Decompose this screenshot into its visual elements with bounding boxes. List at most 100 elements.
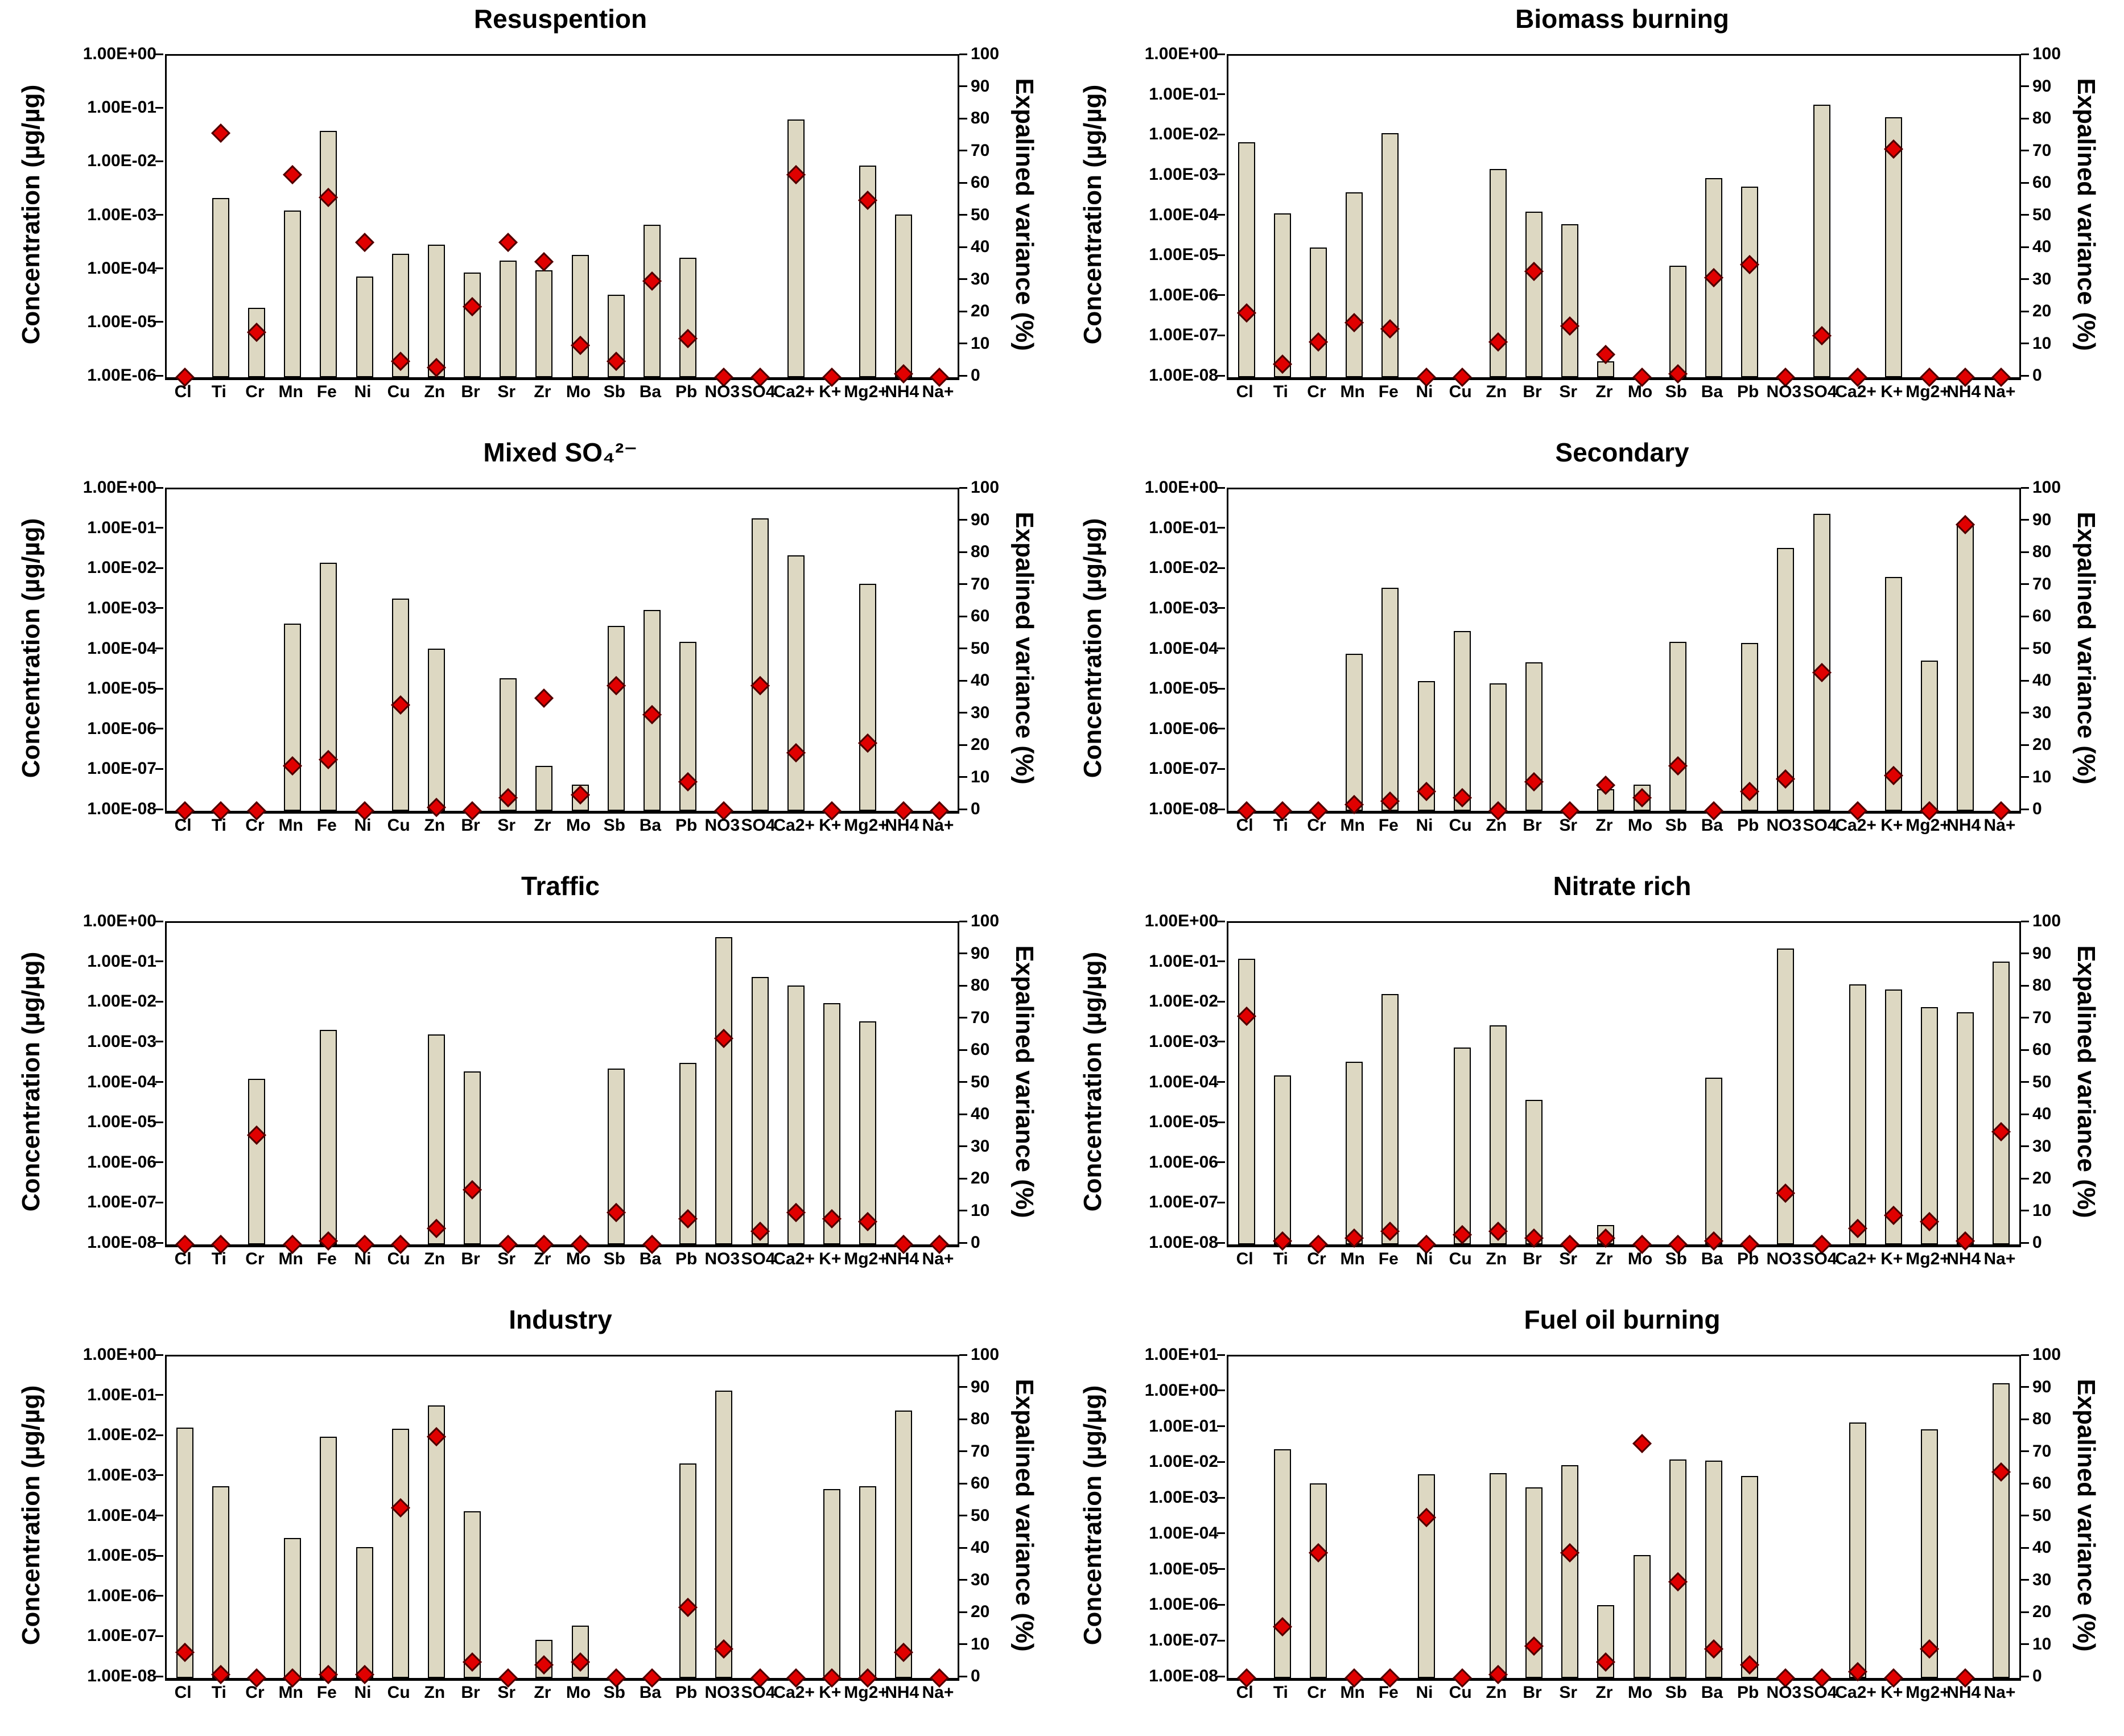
x-tick-label: Ti: [1273, 1683, 1288, 1702]
y-tick-left: [1217, 1081, 1225, 1083]
x-tick-label: Ca2+: [773, 382, 815, 401]
y-tick-left: [155, 1041, 163, 1043]
y-tick-right: [959, 679, 967, 682]
x-tick-label: Zr: [1595, 1250, 1613, 1268]
y-tick-right: [959, 615, 967, 617]
bar-mo: [571, 255, 589, 377]
x-tick-label: Cr: [245, 382, 265, 401]
x-tick-label: Ba: [1701, 816, 1723, 835]
y-tick-label-right: 20: [971, 1602, 990, 1621]
x-tick-label: Mo: [1627, 1683, 1653, 1702]
chart-panel-nitrate-rich: Nitrate rich Concentration (µg/µg) Expalin…: [1062, 867, 2123, 1301]
bar-ti: [1273, 1449, 1291, 1678]
y-tick-left: [155, 1081, 163, 1083]
x-tick-label: Sr: [1559, 816, 1578, 835]
y-tick-left: [155, 1201, 163, 1203]
bar-k: [823, 1003, 840, 1244]
x-tick-label: Ni: [1416, 382, 1433, 401]
bar-fe: [320, 130, 337, 377]
y-tick-label-left: 1.00E-06: [1149, 285, 1218, 304]
y-tick-right: [959, 1611, 967, 1613]
bar-so4: [1813, 513, 1830, 811]
x-tick-label: Mn: [1340, 382, 1365, 401]
variance-diamond-mo: [1632, 1433, 1652, 1453]
y-tick-label-left: 1.00E-02: [1149, 1452, 1218, 1471]
y-tick-label-left: 1.00E-06: [87, 1586, 156, 1605]
y-tick-left: [155, 160, 163, 162]
bar-fe: [1381, 133, 1399, 377]
y-tick-left: [155, 567, 163, 569]
x-tick-label: Br: [1523, 382, 1542, 401]
x-tick-label: Na+: [1983, 382, 2016, 401]
x-tick-label: Br: [1523, 816, 1542, 835]
y-tick-label-right: 50: [971, 1506, 990, 1525]
y-tick-label-right: 80: [971, 1409, 990, 1428]
y-tick-right: [959, 648, 967, 649]
y-tick-right: [959, 1515, 967, 1516]
y-tick-label-right: 80: [2032, 1409, 2052, 1428]
y-tick-label-left: 1.00E-01: [87, 98, 156, 117]
x-tick-label: NO3: [704, 382, 740, 401]
y-tick-label-right: 10: [2032, 333, 2052, 353]
y-tick-label-right: 60: [2032, 1474, 2052, 1492]
y-tick-left: [155, 486, 163, 489]
y-tick-left: [155, 527, 163, 529]
y-tick-left: [1217, 214, 1225, 216]
y-tick-label-left: 1.00E-08: [1149, 366, 1218, 385]
y-tick-right: [959, 182, 967, 184]
x-tick-label: Sb: [1665, 816, 1687, 835]
bar-ti: [1273, 213, 1291, 377]
y-tick-right: [959, 1242, 967, 1244]
chart-panel-industry: Industry Concentration (µg/µg) Expalined v…: [0, 1301, 1062, 1734]
plot-area: [165, 1355, 959, 1688]
y-tick-label-left: 1.00E-02: [1149, 558, 1218, 578]
y-tick-label-right: 20: [2032, 1602, 2052, 1621]
x-tick-label: Sr: [1559, 382, 1578, 401]
bar-zn: [1489, 1025, 1507, 1244]
bar-zn: [427, 648, 445, 811]
bar-sr: [1561, 1465, 1579, 1678]
y-tick-left: [1217, 1201, 1225, 1203]
bar-zn: [427, 1405, 445, 1678]
y-tick-right: [2021, 374, 2029, 377]
x-tick-label: NH4: [1946, 382, 1981, 401]
x-tick-label: Cr: [1307, 816, 1326, 835]
x-tick-label: Fe: [316, 382, 337, 401]
x-tick-label: Br: [461, 382, 480, 401]
x-tick-label: K+: [1880, 816, 1903, 835]
x-tick-label: Ni: [1416, 816, 1433, 835]
y-tick-right: [2021, 182, 2029, 184]
y-tick-left: [155, 1242, 163, 1244]
y-tick-left: [1217, 133, 1225, 135]
y-tick-right: [959, 343, 967, 344]
y-axis-title-left: Concentration (µg/µg): [1079, 1385, 1107, 1646]
y-tick-label-right: 70: [2032, 574, 2052, 593]
x-tick-label: Ca2+: [1835, 1683, 1876, 1702]
bar-mg2: [859, 1486, 877, 1678]
bar-zn: [1489, 1473, 1507, 1678]
y-tick-label-right: 50: [2032, 638, 2052, 658]
x-tick-label: Mn: [278, 1250, 303, 1268]
x-tick-label: NH4: [1946, 1250, 1981, 1268]
y-tick-label-left: 1.00E-06: [1149, 1152, 1218, 1172]
y-tick-label-left: 1.00E-08: [87, 1667, 156, 1685]
x-tick-label: Mn: [278, 816, 303, 835]
y-tick-left: [1217, 728, 1225, 730]
y-tick-label-left: 1.00E-01: [87, 1385, 156, 1404]
y-tick-left: [155, 374, 163, 377]
x-tick-label: Zr: [534, 816, 551, 835]
y-tick-label-right: 0: [2032, 1667, 2042, 1685]
bar-cr: [1309, 1483, 1327, 1678]
x-tick-label: Mo: [566, 1683, 591, 1702]
bar-ca2: [1849, 984, 1866, 1244]
x-tick-label: Ca2+: [1835, 382, 1876, 401]
chart-title: Mixed SO₄²⁻: [483, 438, 638, 467]
x-tick-label: Fe: [316, 1250, 337, 1268]
y-tick-label-right: 20: [971, 1169, 990, 1187]
y-tick-label-left: 1.00E-08: [87, 799, 156, 818]
y-tick-right: [959, 1210, 967, 1211]
x-tick-label: Cl: [1236, 382, 1253, 401]
y-tick-left: [1217, 687, 1225, 690]
x-tick-label: Pb: [675, 1250, 698, 1268]
x-tick-label: Br: [1523, 1250, 1542, 1268]
